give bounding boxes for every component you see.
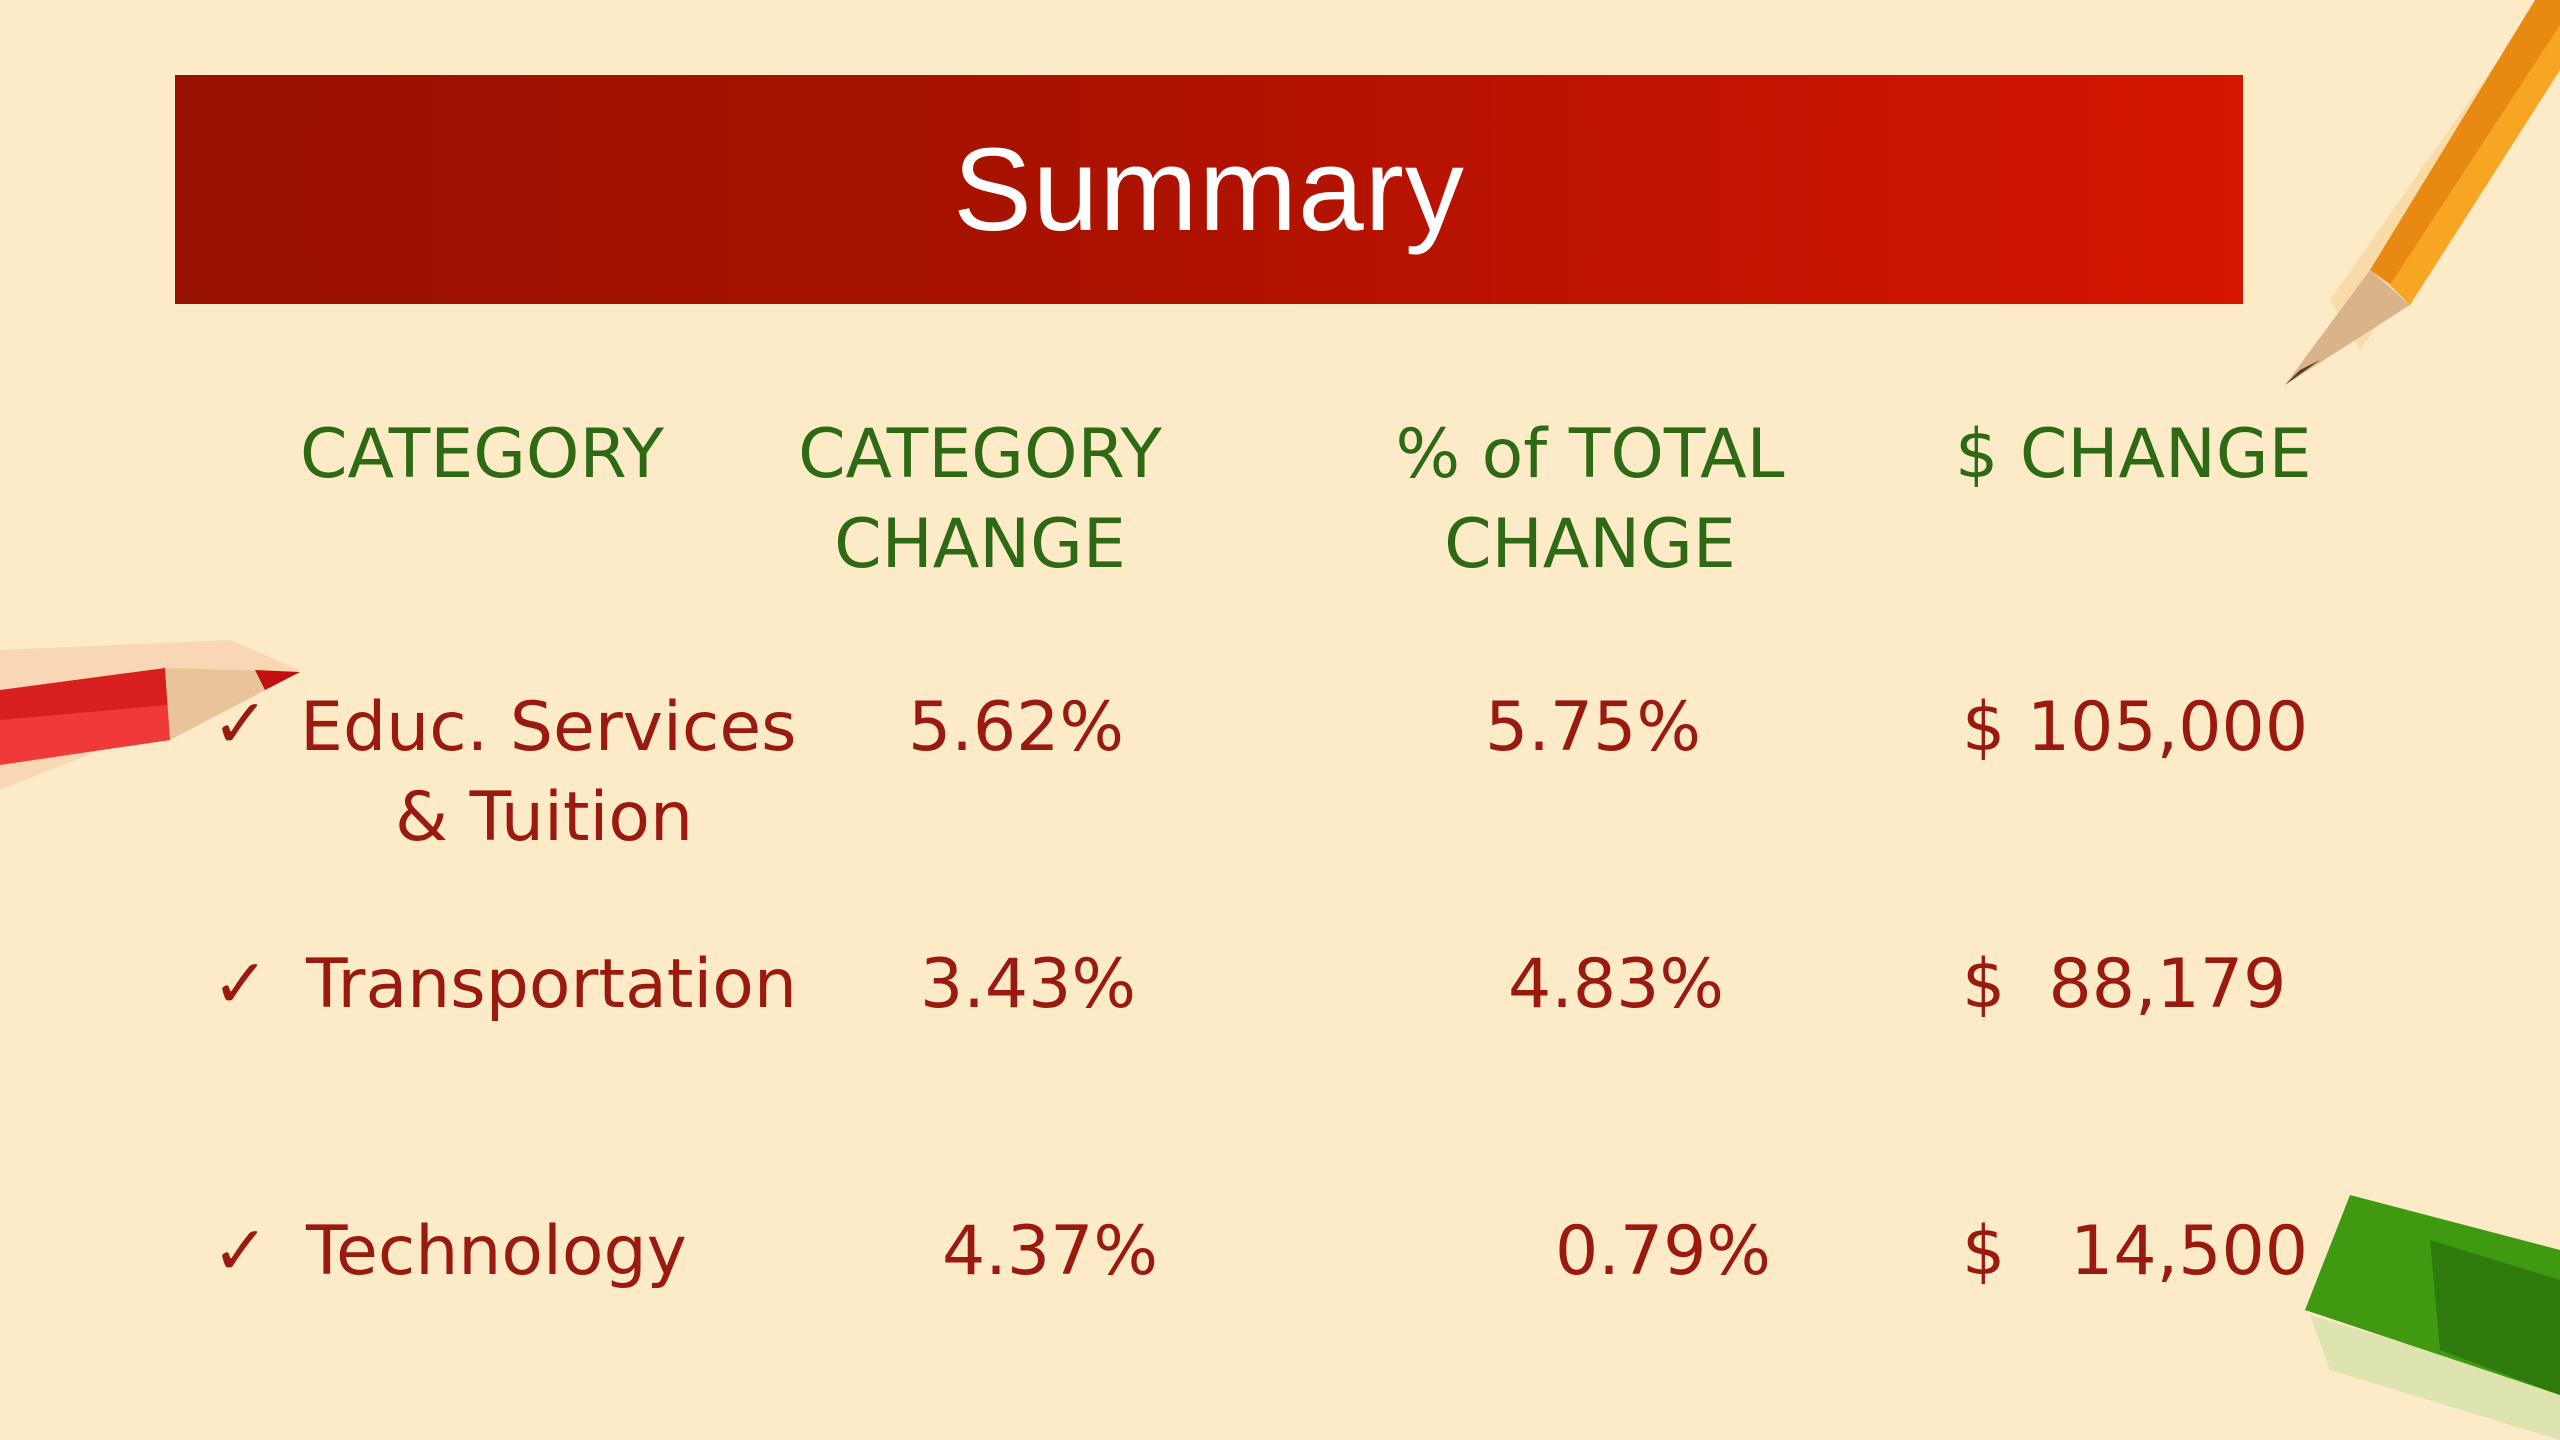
table-row-dollar-change: $ 88,179 (1962, 945, 2287, 1024)
table-row-category: Transportation (306, 945, 798, 1024)
green-crayon-icon (2305, 1195, 2560, 1440)
table-row-dollar-change: $ 105,000 (1962, 688, 2309, 767)
table-row-pct-total-change: 4.83% (1508, 945, 1725, 1024)
table-row-category-change: 5.62% (908, 688, 1125, 767)
table-row-category: Technology (306, 1212, 687, 1291)
table-row-dollar-change: $ 14,500 (1962, 1212, 2309, 1291)
title-banner: Summary (175, 75, 2243, 304)
header-dollar-change: $ CHANGE (1955, 415, 2312, 494)
check-icon: ✓ (212, 945, 269, 1024)
table-row-pct-total-change: 0.79% (1555, 1212, 1772, 1291)
red-pencil-icon (0, 640, 300, 790)
header-category-change: CATEGORY CHANGE (798, 415, 1162, 584)
check-icon: ✓ (212, 1212, 269, 1291)
table-row-pct-total-change: 5.75% (1485, 688, 1702, 767)
orange-pencil-icon (2285, 0, 2560, 385)
header-category: CATEGORY (300, 415, 664, 494)
table-row-category-change: 4.37% (942, 1212, 1159, 1291)
slide-title: Summary (953, 123, 1465, 256)
header-pct-total-change: % of TOTAL CHANGE (1395, 415, 1785, 584)
table-row-category-change: 3.43% (920, 945, 1137, 1024)
table-row-category: Educ. Services & Tuition (300, 688, 797, 857)
